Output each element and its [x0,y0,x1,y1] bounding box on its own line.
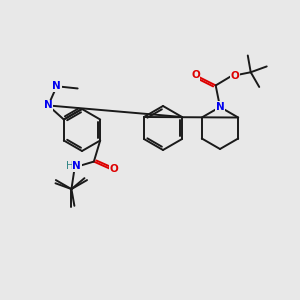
Text: O: O [191,70,200,80]
Text: N: N [72,161,81,171]
Text: O: O [231,71,239,81]
Text: N: N [52,81,61,91]
Text: N: N [216,102,224,112]
Text: N: N [44,100,52,110]
Text: H: H [66,161,74,171]
Text: O: O [110,164,119,174]
